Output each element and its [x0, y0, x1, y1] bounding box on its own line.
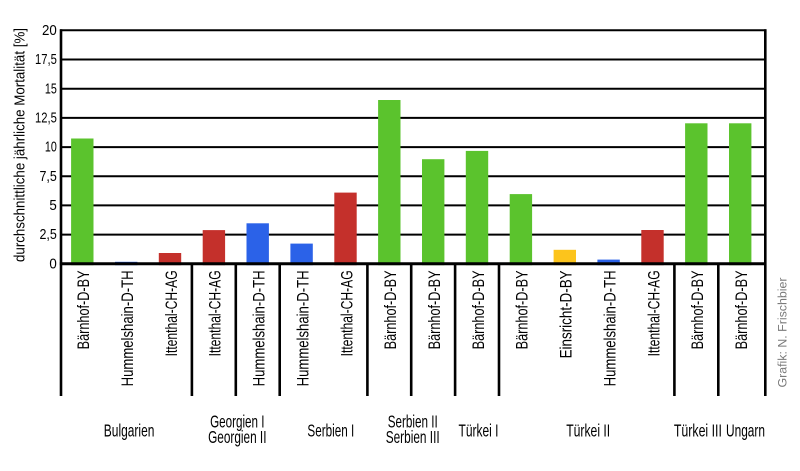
svg-text:Ittenthal-CH-AG: Ittenthal-CH-AG [207, 270, 225, 356]
svg-text:Bärnhof-D-BY: Bärnhof-D-BY [382, 270, 400, 349]
svg-text:Georgien I: Georgien I [210, 412, 264, 432]
svg-text:Ittenthal-CH-AG: Ittenthal-CH-AG [338, 270, 356, 356]
svg-text:2,5: 2,5 [40, 226, 57, 243]
svg-text:Bärnhof-D-BY: Bärnhof-D-BY [733, 270, 751, 349]
svg-text:Bärnhof-D-BY: Bärnhof-D-BY [689, 270, 707, 349]
svg-text:durchschnittliche jährliche Mo: durchschnittliche jährliche Mortalität [… [12, 28, 29, 262]
svg-text:Bärnhof-D-BY: Bärnhof-D-BY [426, 270, 444, 349]
svg-text:Serbien III: Serbien III [386, 427, 440, 447]
svg-text:Ittenthal-CH-AG: Ittenthal-CH-AG [645, 270, 663, 356]
svg-text:Türkei III: Türkei III [674, 420, 722, 440]
svg-text:Hummelshain-D-TH: Hummelshain-D-TH [119, 270, 137, 386]
svg-text:10: 10 [45, 139, 57, 156]
svg-text:Einsricht-D-BY: Einsricht-D-BY [558, 270, 576, 358]
svg-text:Bärnhof-D-BY: Bärnhof-D-BY [470, 270, 488, 349]
svg-text:20: 20 [42, 22, 57, 39]
svg-text:Ittenthal-CH-AG: Ittenthal-CH-AG [163, 270, 181, 356]
svg-text:17,5: 17,5 [35, 51, 57, 68]
svg-text:Serbien II: Serbien II [388, 412, 438, 432]
svg-text:Hummelshain-D-TH: Hummelshain-D-TH [601, 270, 619, 386]
svg-text:Türkei II: Türkei II [566, 420, 610, 440]
svg-text:Serbien I: Serbien I [307, 420, 354, 440]
svg-text:12,5: 12,5 [35, 110, 57, 127]
svg-text:5: 5 [49, 197, 56, 214]
svg-text:Ungarn: Ungarn [726, 420, 765, 440]
svg-text:Grafik: N. Frischbier: Grafik: N. Frischbier [778, 277, 790, 387]
svg-text:Hummelshain-D-TH: Hummelshain-D-TH [294, 270, 312, 386]
svg-text:0: 0 [49, 255, 56, 272]
svg-text:7,5: 7,5 [40, 168, 57, 185]
svg-text:Bärnhof-D-BY: Bärnhof-D-BY [514, 270, 532, 349]
svg-text:Hummelshain-D-TH: Hummelshain-D-TH [251, 270, 269, 386]
svg-text:Georgien II: Georgien II [208, 427, 266, 447]
svg-text:Bulgarien: Bulgarien [104, 420, 155, 440]
svg-text:Türkei I: Türkei I [459, 420, 499, 440]
svg-text:Bärnhof-D-BY: Bärnhof-D-BY [75, 270, 93, 349]
svg-text:15: 15 [45, 80, 57, 97]
